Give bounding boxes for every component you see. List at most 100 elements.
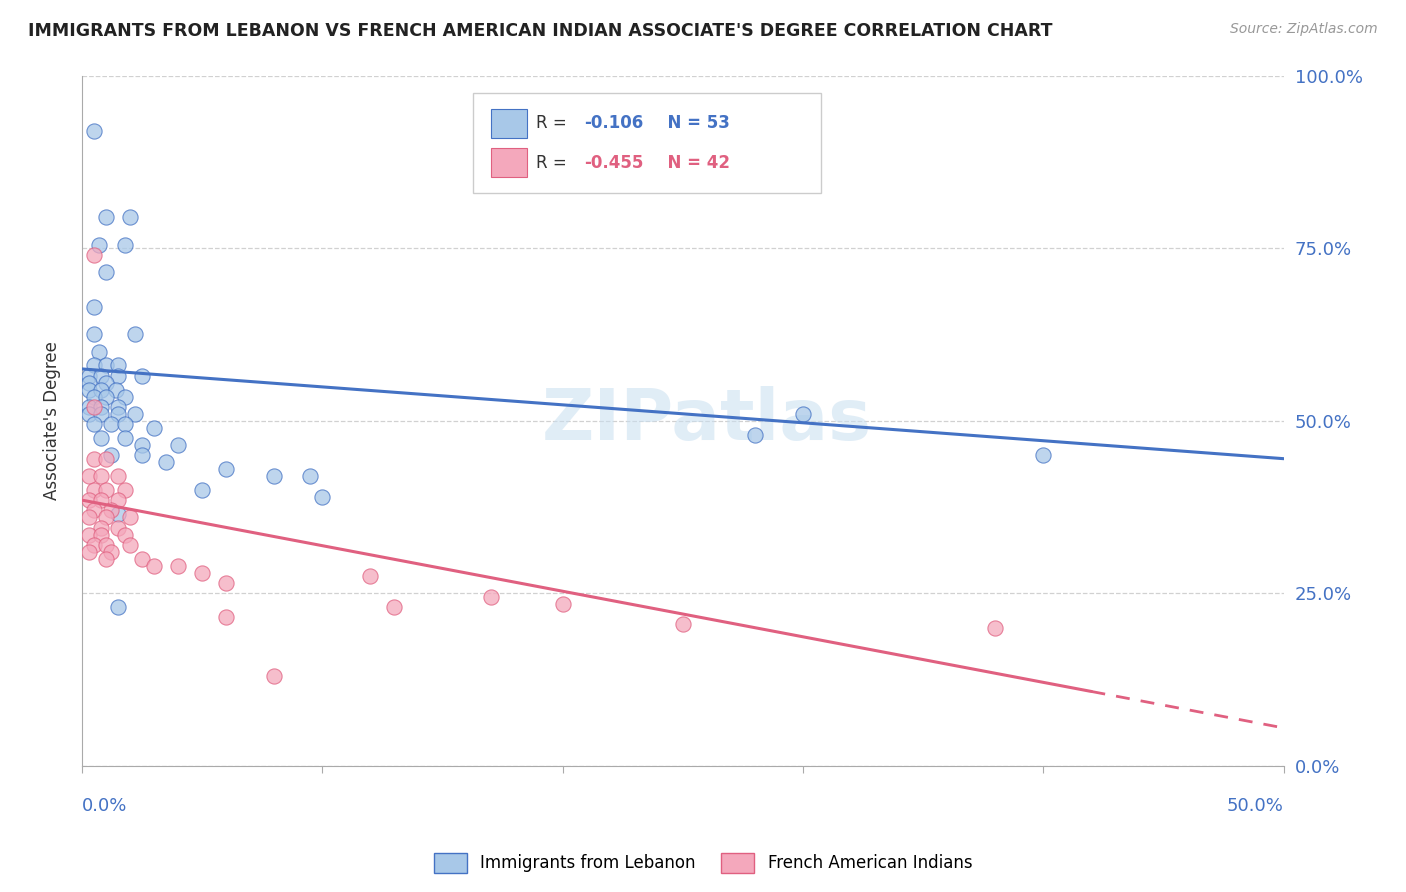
Point bbox=[744, 427, 766, 442]
Point bbox=[114, 431, 136, 445]
Text: -0.106: -0.106 bbox=[585, 114, 644, 132]
Point bbox=[83, 451, 105, 466]
Point bbox=[143, 558, 166, 573]
Point bbox=[155, 455, 177, 469]
Point bbox=[114, 527, 136, 541]
Point bbox=[87, 237, 110, 252]
Point bbox=[94, 551, 117, 566]
Point bbox=[90, 493, 112, 508]
Text: R =: R = bbox=[536, 114, 572, 132]
Point bbox=[90, 431, 112, 445]
Point bbox=[90, 368, 112, 383]
Point bbox=[83, 300, 105, 314]
Point bbox=[77, 407, 100, 421]
Text: N = 42: N = 42 bbox=[657, 153, 731, 171]
Point bbox=[77, 400, 100, 414]
Point bbox=[215, 462, 238, 476]
Point bbox=[94, 359, 117, 373]
Point bbox=[83, 248, 105, 262]
Point bbox=[672, 617, 695, 632]
Point bbox=[107, 400, 129, 414]
Point bbox=[384, 600, 406, 615]
Point bbox=[83, 124, 105, 138]
Point bbox=[83, 327, 105, 342]
Point bbox=[77, 527, 100, 541]
Point bbox=[104, 383, 127, 397]
Point bbox=[124, 407, 146, 421]
Point bbox=[107, 407, 129, 421]
Point bbox=[131, 551, 153, 566]
Point bbox=[90, 407, 112, 421]
Text: 50.0%: 50.0% bbox=[1227, 797, 1284, 814]
Point bbox=[90, 469, 112, 483]
Point bbox=[118, 510, 141, 524]
Text: 0.0%: 0.0% bbox=[82, 797, 128, 814]
Bar bbox=[491, 148, 527, 177]
Point bbox=[263, 469, 285, 483]
Point bbox=[191, 566, 214, 580]
Point bbox=[118, 538, 141, 552]
Point bbox=[215, 576, 238, 591]
Point bbox=[77, 368, 100, 383]
Point bbox=[984, 621, 1007, 635]
Point bbox=[94, 390, 117, 404]
Point bbox=[83, 417, 105, 432]
Point bbox=[100, 448, 122, 462]
Point bbox=[100, 545, 122, 559]
Point bbox=[100, 503, 122, 517]
Point bbox=[94, 265, 117, 279]
Point bbox=[107, 521, 129, 535]
Point bbox=[167, 558, 190, 573]
Bar bbox=[491, 109, 527, 137]
Point bbox=[94, 376, 117, 390]
Point bbox=[87, 344, 110, 359]
Text: -0.455: -0.455 bbox=[585, 153, 644, 171]
Point bbox=[83, 400, 105, 414]
Point bbox=[107, 359, 129, 373]
Point bbox=[311, 490, 333, 504]
Point bbox=[90, 521, 112, 535]
Point bbox=[191, 483, 214, 497]
Point bbox=[83, 538, 105, 552]
FancyBboxPatch shape bbox=[472, 93, 821, 193]
Point bbox=[124, 327, 146, 342]
Point bbox=[114, 237, 136, 252]
Point bbox=[83, 483, 105, 497]
Point bbox=[94, 451, 117, 466]
Point bbox=[94, 483, 117, 497]
Point bbox=[94, 210, 117, 224]
Point bbox=[299, 469, 322, 483]
Point bbox=[107, 493, 129, 508]
Point bbox=[215, 610, 238, 624]
Point bbox=[94, 510, 117, 524]
Point bbox=[83, 503, 105, 517]
Point bbox=[359, 569, 381, 583]
Point bbox=[131, 368, 153, 383]
Point bbox=[77, 510, 100, 524]
Point bbox=[1032, 448, 1054, 462]
Point bbox=[77, 469, 100, 483]
Point bbox=[100, 417, 122, 432]
Point bbox=[107, 507, 129, 521]
Point bbox=[90, 383, 112, 397]
Point bbox=[107, 469, 129, 483]
Point bbox=[131, 438, 153, 452]
Text: R =: R = bbox=[536, 153, 572, 171]
Point bbox=[94, 538, 117, 552]
Point bbox=[83, 390, 105, 404]
Point bbox=[90, 527, 112, 541]
Point bbox=[792, 407, 814, 421]
Point bbox=[551, 597, 574, 611]
Point bbox=[107, 368, 129, 383]
Point bbox=[131, 448, 153, 462]
Point bbox=[77, 383, 100, 397]
Point bbox=[114, 390, 136, 404]
Point bbox=[77, 493, 100, 508]
Point bbox=[479, 590, 502, 604]
Point bbox=[143, 420, 166, 434]
Text: Source: ZipAtlas.com: Source: ZipAtlas.com bbox=[1230, 22, 1378, 37]
Point bbox=[83, 359, 105, 373]
Point bbox=[263, 669, 285, 683]
Point bbox=[114, 483, 136, 497]
Point bbox=[118, 210, 141, 224]
